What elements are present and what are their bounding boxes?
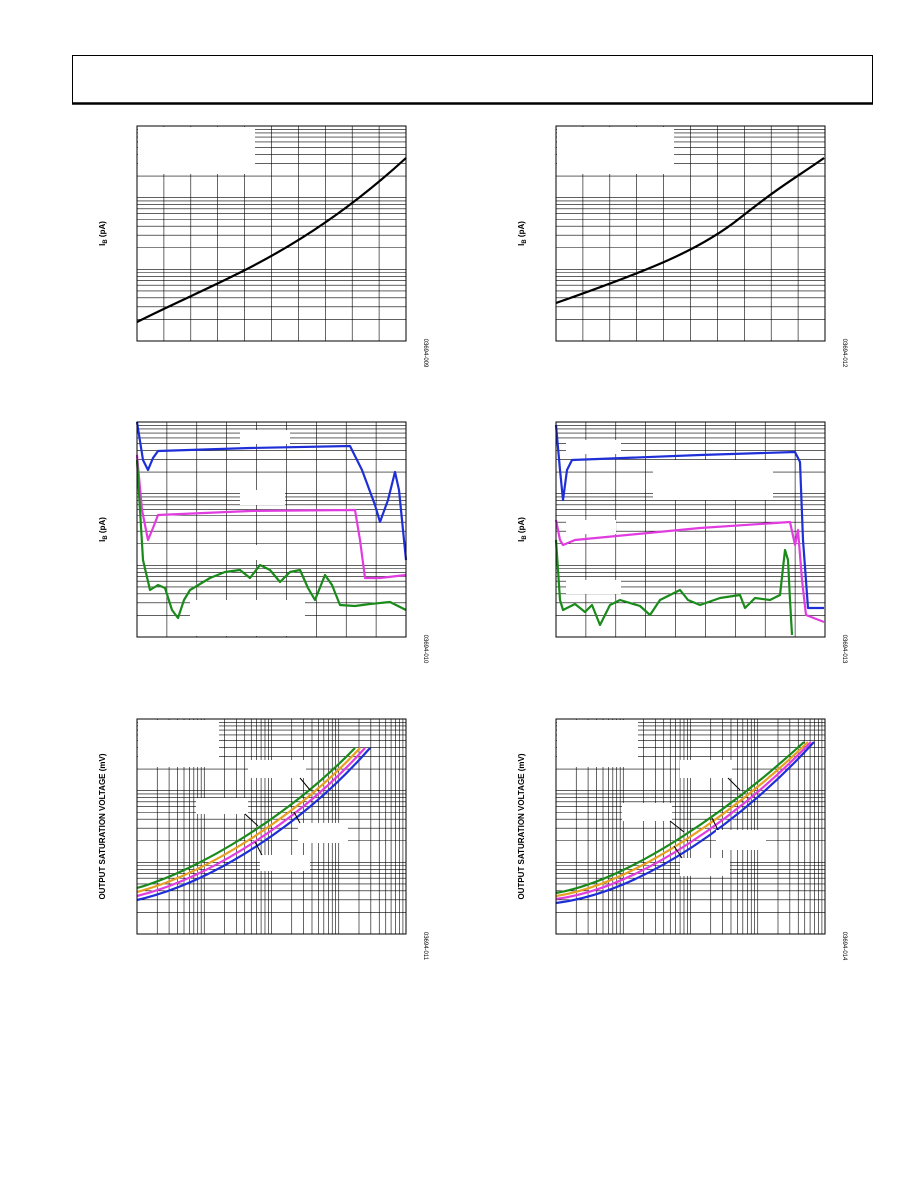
- figure-id: 03694-012: [841, 339, 847, 368]
- box: [190, 600, 305, 636]
- box: [240, 430, 290, 444]
- y-axis-label: OUTPUT SATURATION VOLTAGE (mV): [98, 753, 107, 899]
- box: [680, 760, 732, 778]
- box: [138, 127, 255, 174]
- curve: [555, 741, 815, 905]
- y-axis-label: IB (pA): [98, 221, 109, 246]
- curve: [555, 741, 805, 895]
- box: [240, 490, 285, 505]
- box: [260, 855, 310, 871]
- curve: [554, 519, 825, 624]
- label-unit: (pA): [517, 221, 526, 237]
- box: [653, 460, 773, 500]
- label-subscript: B: [103, 239, 109, 244]
- curve: [135, 459, 407, 620]
- curve: [135, 421, 408, 561]
- label-text: OUTPUT SATURATION VOLTAGE (mV): [98, 753, 107, 899]
- figure-id: 03694-009: [422, 339, 428, 368]
- curve: [554, 539, 794, 636]
- plot-frame: [555, 125, 826, 342]
- label-unit: (pA): [98, 221, 107, 237]
- box: [298, 823, 348, 843]
- header-box: [72, 55, 873, 104]
- label-subscript: B: [522, 239, 528, 244]
- box: [557, 127, 674, 174]
- arrow: [293, 811, 301, 824]
- label-unit: (pA): [98, 517, 107, 533]
- curve: [136, 157, 407, 323]
- label-text: I: [517, 244, 526, 246]
- arrows: [244, 777, 741, 859]
- label-boxes: [138, 127, 773, 876]
- curve: [136, 747, 361, 894]
- label-text: I: [98, 244, 107, 246]
- curve: [554, 424, 824, 610]
- arrow: [669, 820, 685, 833]
- label-text: I: [517, 540, 526, 542]
- y-axis-label: IB (pA): [517, 221, 528, 246]
- box: [566, 580, 621, 594]
- box: [240, 545, 285, 560]
- arrow: [727, 777, 741, 791]
- label-unit: (pA): [517, 517, 526, 533]
- plot-frame: [136, 125, 407, 342]
- arrow: [299, 777, 311, 791]
- plot-frame: [136, 421, 407, 638]
- curve: [136, 747, 366, 898]
- label-text: OUTPUT SATURATION VOLTAGE (mV): [517, 753, 526, 899]
- box: [566, 440, 621, 454]
- curve: [136, 747, 371, 902]
- curve: [135, 454, 407, 580]
- box: [196, 798, 248, 814]
- figure-id: 03694-011: [422, 932, 428, 961]
- arrow: [711, 817, 719, 831]
- plot-frame: [555, 421, 826, 638]
- curve: [555, 157, 825, 305]
- label-subscript: B: [522, 535, 528, 540]
- figure-id: 03694-010: [422, 635, 428, 664]
- curve: [555, 741, 809, 898]
- label-subscript: B: [103, 535, 109, 540]
- arrow: [244, 813, 259, 827]
- y-axis-label: IB (pA): [517, 517, 528, 542]
- box: [716, 830, 766, 850]
- figure-id: 03694-013: [841, 635, 847, 664]
- box: [680, 858, 730, 876]
- box: [566, 520, 616, 534]
- y-axis-label: OUTPUT SATURATION VOLTAGE (mV): [517, 753, 526, 899]
- frames: [136, 125, 826, 935]
- curve: [136, 747, 356, 890]
- curve: [555, 741, 812, 901]
- figure-id: 03694-014: [841, 932, 847, 961]
- arrow: [254, 841, 263, 856]
- box: [622, 803, 672, 821]
- box: [138, 720, 219, 767]
- plot-frame: [555, 718, 826, 935]
- box: [557, 720, 638, 767]
- box: [248, 760, 306, 778]
- arrow: [673, 845, 683, 859]
- curves: [135, 157, 825, 905]
- plot-frame: [136, 718, 407, 935]
- y-axis-label: IB (pA): [98, 517, 109, 542]
- label-text: I: [98, 540, 107, 542]
